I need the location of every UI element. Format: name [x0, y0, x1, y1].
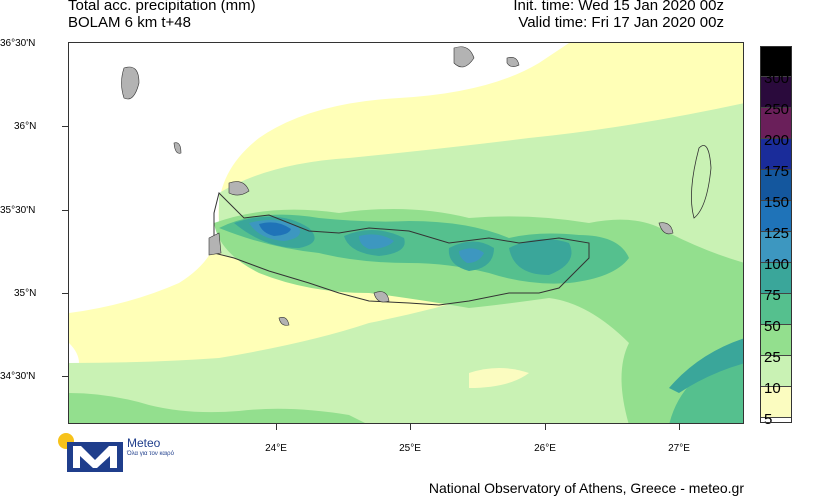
meteo-logo-icon	[58, 433, 123, 472]
legend-row-175	[760, 139, 820, 170]
title-line-2: BOLAM 6 km t+48	[68, 14, 191, 31]
lat-tick	[62, 126, 68, 127]
lat-label-36-30: 36°30'N	[0, 38, 36, 49]
legend-row-25	[760, 325, 820, 356]
legend-swatch	[760, 294, 792, 325]
legend-label-10: 10	[764, 380, 781, 397]
island-kythira	[121, 66, 140, 100]
island-kasos	[658, 222, 674, 235]
legend-row-75	[760, 263, 820, 294]
lon-tick	[679, 424, 680, 430]
valid-time: Valid time: Fri 17 Jan 2020 00z	[518, 14, 724, 31]
zone-75-100-southeast	[669, 338, 743, 393]
legend-swatch	[760, 232, 792, 263]
init-time: Init. time: Wed 15 Jan 2020 00z	[513, 0, 724, 14]
legend-label-150: 150	[764, 194, 790, 211]
lat-label-35: 35°N	[14, 288, 37, 299]
lat-label-36: 36°N	[14, 121, 37, 132]
legend-label-75: 75	[764, 287, 781, 304]
lon-label-27: 27°E	[668, 443, 690, 454]
legend-swatch	[760, 46, 792, 77]
legend-swatch	[760, 170, 792, 201]
footer-credit: National Observatory of Athens, Greece -…	[428, 480, 744, 496]
legend-swatch	[760, 201, 792, 232]
lon-tick	[545, 424, 546, 430]
legend-label-250: 250	[764, 101, 790, 118]
legend-row-5	[760, 387, 820, 418]
legend-label-125: 125	[764, 225, 790, 242]
precipitation-map	[68, 42, 744, 424]
zone-100-125-center	[359, 234, 394, 249]
legend-row-150	[760, 170, 820, 201]
lon-label-24: 24°E	[265, 443, 287, 454]
lat-tick	[62, 210, 68, 211]
lat-tick	[62, 376, 68, 377]
lon-label-25: 25°E	[399, 443, 421, 454]
zone-below-5	[69, 43, 569, 313]
lon-tick	[276, 424, 277, 430]
island-milos	[228, 181, 250, 196]
zone-25-50-south	[69, 393, 365, 423]
legend-label-300: 300	[764, 70, 790, 87]
island-small-1	[173, 142, 182, 154]
island-north-1	[453, 46, 475, 68]
legend-swatch	[760, 77, 792, 108]
legend-swatch	[760, 356, 792, 387]
legend-row-250	[760, 77, 820, 108]
legend-label-175: 175	[764, 163, 790, 180]
zone-75-100-east2	[509, 239, 572, 275]
zone-100-125-east	[459, 248, 484, 263]
legend-swatch	[760, 139, 792, 170]
legend-swatch	[760, 108, 792, 139]
map-title: Total acc. precipitation (mm) BOLAM 6 km…	[68, 0, 256, 31]
title-line-1: Total acc. precipitation (mm)	[68, 0, 256, 14]
legend-swatch	[760, 263, 792, 294]
legend-swatch	[760, 325, 792, 356]
precipitation-field	[69, 43, 743, 423]
legend-row-10	[760, 356, 820, 387]
lat-label-34-30: 34°30'N	[0, 371, 36, 382]
zone-125-150	[259, 222, 291, 236]
legend-label-100: 100	[764, 256, 790, 273]
crete-island	[213, 192, 590, 306]
logo-brand: Meteo	[127, 436, 161, 450]
island-gavdopoula	[278, 317, 290, 326]
legend-row-300	[760, 46, 820, 77]
legend-row-125	[760, 201, 820, 232]
legend-label-25: 25	[764, 349, 781, 366]
legend-row-200	[760, 108, 820, 139]
land-west-tip	[208, 232, 222, 256]
logo-tagline: Όλα για τον καιρό	[127, 451, 174, 457]
zone-10-25-patch	[469, 368, 529, 388]
island-gavdos	[373, 291, 390, 303]
island-north-2	[506, 57, 520, 67]
lat-tick	[62, 293, 68, 294]
legend-row-50	[760, 294, 820, 325]
legend-row-100	[760, 232, 820, 263]
legend-swatch	[760, 387, 792, 418]
legend-label-5: 5	[764, 411, 773, 428]
time-info: Init. time: Wed 15 Jan 2020 00z Valid ti…	[513, 0, 724, 31]
lat-label-35-30: 35°30'N	[0, 205, 36, 216]
island-karpathos	[691, 145, 712, 219]
lon-label-26: 26°E	[534, 443, 556, 454]
legend-label-50: 50	[764, 318, 781, 335]
lon-tick	[410, 424, 411, 430]
legend-label-200: 200	[764, 132, 790, 149]
